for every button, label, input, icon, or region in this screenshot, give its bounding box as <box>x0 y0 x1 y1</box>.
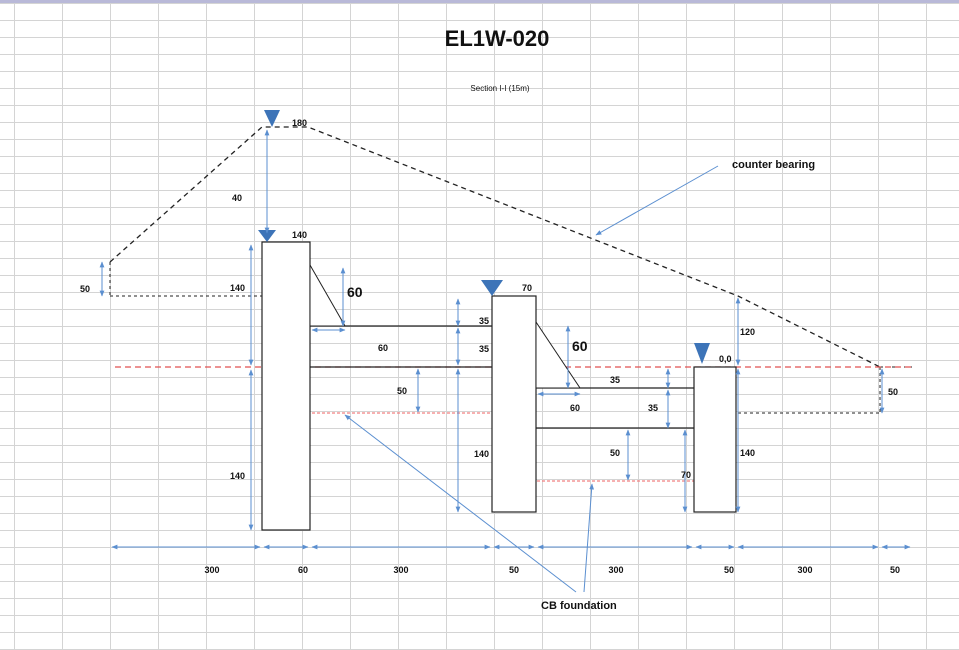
level-marker-tier1 <box>258 230 276 242</box>
cb-foundation-leader-1 <box>344 414 577 593</box>
drawing-title: EL1W-020 <box>445 26 550 51</box>
dim-label-140-right: 140 <box>740 448 755 458</box>
column-block-1 <box>261 241 311 531</box>
cb-foundation-label: CB foundation <box>541 600 617 612</box>
haunch-2 <box>535 320 581 389</box>
bottom-dim-label-5: 300 <box>608 565 623 575</box>
haunch-1 <box>309 263 346 327</box>
dim-label-h60-lower: 60 <box>570 403 580 413</box>
level-label-140: 140 <box>292 230 307 240</box>
counter-bearing-label: counter bearing <box>732 159 815 171</box>
dim-label-35-a: 35 <box>479 316 489 326</box>
dim-label-35-b: 35 <box>479 344 489 354</box>
level-label-zero: 0,0 <box>719 354 732 364</box>
level-label-180: 180 <box>292 118 307 128</box>
drawing-subtitle: Section I-I (15m) <box>470 84 529 93</box>
cb-foundation-leader-2 <box>583 483 594 593</box>
bottom-dim-label-1: 300 <box>204 565 219 575</box>
dim-label-140-upper: 140 <box>230 283 245 293</box>
column-block-2 <box>491 295 537 513</box>
dim-label-120: 120 <box>740 327 755 337</box>
dim-label-50-right: 50 <box>888 387 898 397</box>
dim-label-35-c: 35 <box>610 375 620 385</box>
dim-label-50-fnd2: 50 <box>610 448 620 458</box>
dim-label-35-d: 35 <box>648 403 658 413</box>
counter-bearing-leader <box>595 165 719 236</box>
counter-bearing-profile <box>109 126 881 368</box>
column-block-3 <box>693 366 737 513</box>
sheet-top-border <box>0 0 959 3</box>
dim-label-40: 40 <box>232 193 242 203</box>
dim-label-140-mid: 140 <box>474 449 489 459</box>
dim-label-140-lower: 140 <box>230 471 245 481</box>
bottom-dim-label-3: 300 <box>393 565 408 575</box>
bottom-dim-label-4: 50 <box>509 565 519 575</box>
level-marker-tier2 <box>481 280 503 296</box>
dim-label-50-fnd1: 50 <box>397 386 407 396</box>
dim-label-70: 70 <box>681 470 691 480</box>
level-marker-tier3 <box>694 343 710 364</box>
dim-label-60-slope2: 60 <box>572 338 588 354</box>
dim-label-60-slope1: 60 <box>347 284 363 300</box>
bottom-dim-label-8: 50 <box>890 565 900 575</box>
dim-label-h60-upper: 60 <box>378 343 388 353</box>
bottom-dim-label-7: 300 <box>797 565 812 575</box>
bottom-dim-label-2: 60 <box>298 565 308 575</box>
bottom-dim-label-6: 50 <box>724 565 734 575</box>
dim-label-50-left: 50 <box>80 284 90 294</box>
level-label-70: 70 <box>522 283 532 293</box>
level-marker-top <box>264 110 280 127</box>
